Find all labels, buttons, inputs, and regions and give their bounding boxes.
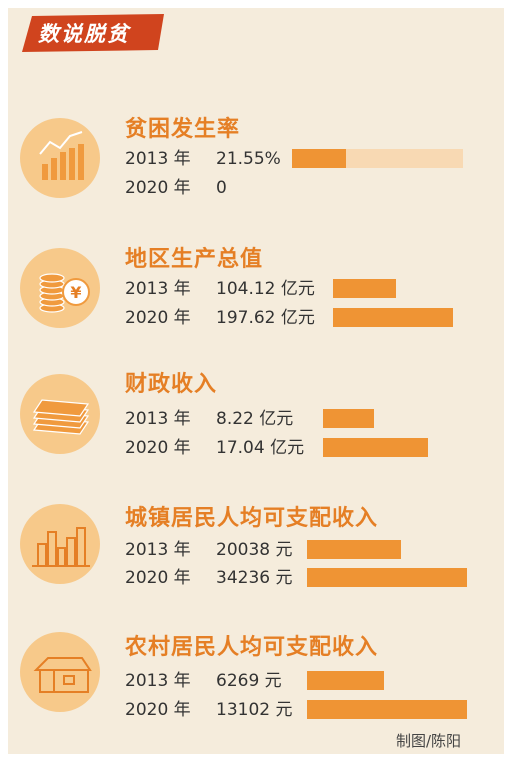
coins-yuan-icon: ¥	[20, 248, 100, 328]
year-label: 2020 年	[125, 178, 191, 198]
value-label: 6269 元	[216, 671, 282, 691]
money-stack-icon	[20, 374, 100, 454]
bar-2020	[307, 700, 467, 719]
credit-text: 制图/陈阳	[396, 732, 462, 750]
banner-title: 数说脱贫	[38, 22, 130, 46]
bar-2013	[323, 409, 374, 428]
section-title-urban-income: 城镇居民人均可支配收入	[125, 506, 379, 531]
section-title-poverty-rate: 贫困发生率	[125, 117, 241, 142]
bar-2020	[323, 438, 428, 457]
banner-background	[22, 14, 164, 52]
bar-2013	[292, 149, 346, 168]
year-label: 2020 年	[125, 438, 191, 458]
year-label: 2013 年	[125, 279, 191, 299]
value-label: 8.22 亿元	[216, 409, 294, 429]
value-label: 20038 元	[216, 540, 293, 560]
rural-house-icon	[20, 632, 100, 712]
value-label: 0	[216, 178, 227, 198]
value-label: 34236 元	[216, 568, 293, 588]
bar-2020	[333, 308, 453, 327]
year-label: 2013 年	[125, 671, 191, 691]
bar-2013	[333, 279, 396, 298]
value-label: 104.12 亿元	[216, 279, 315, 299]
section-title-fiscal-revenue: 财政收入	[125, 372, 218, 397]
section-title-gdp: 地区生产总值	[125, 247, 264, 272]
value-label: 17.04 亿元	[216, 438, 305, 458]
bar-2020	[307, 568, 467, 587]
value-label: 21.55%	[216, 149, 281, 169]
year-label: 2020 年	[125, 568, 191, 588]
bar-chart-trend-icon	[20, 118, 100, 198]
bar-2013	[307, 540, 401, 559]
value-label: 13102 元	[216, 700, 293, 720]
value-label: 197.62 亿元	[216, 308, 315, 328]
bar-2013	[307, 671, 384, 690]
year-label: 2013 年	[125, 540, 191, 560]
svg-text:¥: ¥	[70, 283, 81, 302]
year-label: 2020 年	[125, 700, 191, 720]
section-title-rural-income: 农村居民人均可支配收入	[125, 635, 379, 660]
year-label: 2013 年	[125, 149, 191, 169]
city-buildings-icon	[20, 504, 100, 584]
year-label: 2013 年	[125, 409, 191, 429]
year-label: 2020 年	[125, 308, 191, 328]
